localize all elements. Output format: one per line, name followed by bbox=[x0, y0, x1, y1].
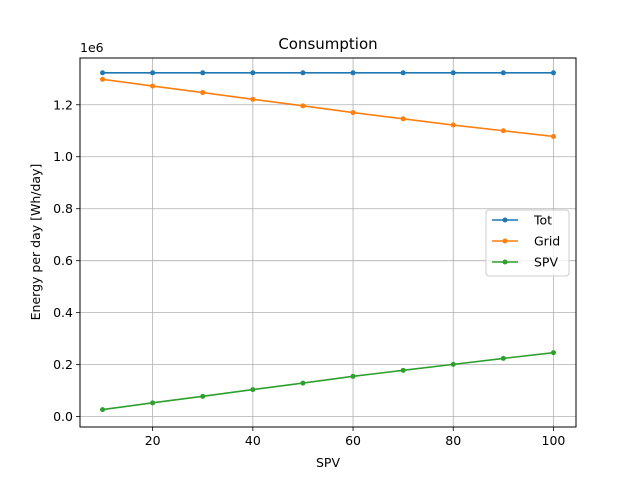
y-tick-label: 0.0 bbox=[53, 409, 73, 424]
data-point-tot bbox=[100, 70, 106, 76]
data-point-spv bbox=[500, 355, 506, 361]
x-tick-label: 80 bbox=[445, 433, 461, 448]
data-point-spv bbox=[300, 380, 306, 386]
data-point-tot bbox=[250, 70, 256, 76]
ticks: 20 40 60 80 100 0.0 0.2 0.4 0.6 0.8 1.0 1.2 bbox=[53, 97, 565, 448]
legend-marker-spv bbox=[502, 259, 508, 265]
x-axis-label: SPV bbox=[316, 455, 340, 470]
data-point-spv bbox=[200, 393, 206, 399]
data-point-spv bbox=[350, 373, 356, 379]
data-point-grid bbox=[400, 116, 406, 122]
data-point-spv bbox=[550, 350, 556, 356]
data-point-tot bbox=[500, 70, 506, 76]
series-line-spv bbox=[102, 351, 554, 411]
data-point-tot bbox=[150, 70, 156, 76]
data-point-spv bbox=[400, 367, 406, 373]
data-point-tot bbox=[350, 70, 356, 76]
data-point-grid bbox=[250, 96, 256, 102]
data-point-tot bbox=[300, 70, 306, 76]
data-point-tot bbox=[400, 70, 406, 76]
y-offset-label: 1e6 bbox=[80, 40, 104, 55]
data-point-grid bbox=[550, 133, 556, 139]
data-point-grid bbox=[200, 90, 206, 96]
legend-marker-grid bbox=[502, 238, 508, 244]
y-tick-label: 0.2 bbox=[53, 357, 73, 372]
x-tick-label: 60 bbox=[345, 433, 361, 448]
y-axis-label: Energy per day [Wh/day] bbox=[28, 164, 43, 321]
data-point-grid bbox=[450, 122, 456, 128]
data-point-grid bbox=[100, 76, 106, 82]
chart-title: Consumption bbox=[278, 35, 377, 53]
legend-frame bbox=[485, 209, 570, 277]
legend-label-tot: Tot bbox=[533, 213, 552, 228]
y-tick-label: 1.0 bbox=[53, 149, 73, 164]
y-tick-label: 1.2 bbox=[53, 97, 73, 112]
series-layer bbox=[100, 70, 556, 413]
x-tick-label: 40 bbox=[245, 433, 261, 448]
data-point-spv bbox=[450, 361, 456, 367]
legend: Tot Grid SPV bbox=[485, 209, 570, 277]
y-tick-label: 0.8 bbox=[53, 201, 73, 216]
data-point-grid bbox=[500, 128, 506, 134]
data-point-spv bbox=[250, 387, 256, 393]
series-line-grid bbox=[102, 78, 554, 138]
data-point-spv bbox=[150, 400, 156, 406]
data-point-spv bbox=[100, 407, 106, 413]
y-tick-label: 0.4 bbox=[53, 305, 73, 320]
data-point-grid bbox=[300, 103, 306, 109]
legend-marker-tot bbox=[502, 217, 508, 223]
data-point-tot bbox=[200, 70, 206, 76]
x-tick-label: 100 bbox=[542, 433, 566, 448]
data-point-tot bbox=[550, 70, 556, 76]
legend-label-spv: SPV bbox=[534, 255, 558, 270]
data-point-grid bbox=[150, 83, 156, 89]
data-point-tot bbox=[450, 70, 456, 76]
data-point-grid bbox=[350, 110, 356, 116]
plot-frame bbox=[79, 57, 577, 428]
y-tick-label: 0.6 bbox=[53, 253, 73, 268]
x-tick-label: 20 bbox=[145, 433, 161, 448]
legend-label-grid: Grid bbox=[534, 234, 560, 249]
